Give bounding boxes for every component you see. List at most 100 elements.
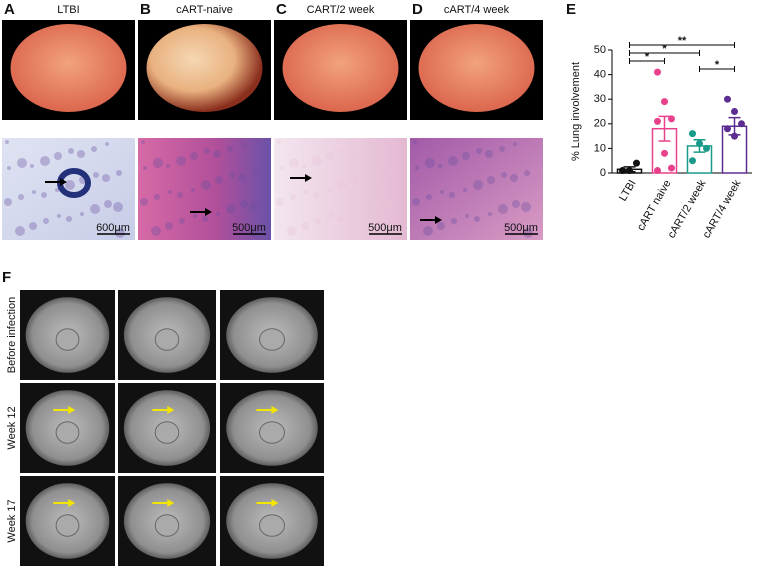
arrow-head bbox=[167, 406, 175, 414]
ct-heart bbox=[259, 421, 285, 444]
texture bbox=[227, 146, 233, 152]
texture bbox=[153, 158, 163, 168]
texture bbox=[277, 140, 281, 144]
panel-f: F Before infection Week 12 Week 17 bbox=[2, 269, 324, 566]
texture bbox=[165, 222, 173, 230]
texture bbox=[499, 146, 505, 152]
texture bbox=[65, 180, 75, 190]
significance-label: * bbox=[662, 43, 667, 55]
texture bbox=[412, 198, 420, 206]
ct-heart bbox=[154, 514, 180, 537]
texture bbox=[113, 202, 123, 212]
data-point bbox=[731, 108, 738, 115]
texture bbox=[423, 226, 433, 236]
texture bbox=[229, 172, 235, 178]
texture bbox=[413, 140, 417, 144]
texture bbox=[91, 146, 97, 152]
texture bbox=[77, 150, 85, 158]
texture bbox=[374, 174, 382, 182]
significance-bracket bbox=[629, 58, 665, 64]
lung-photo bbox=[10, 24, 127, 112]
texture bbox=[216, 212, 220, 216]
panel-title: CART/2 week bbox=[307, 4, 375, 16]
y-tick-label: 30 bbox=[594, 93, 606, 105]
error-bar bbox=[658, 115, 671, 142]
texture bbox=[18, 194, 24, 200]
texture bbox=[476, 148, 482, 154]
significance-label: ** bbox=[678, 35, 687, 47]
texture bbox=[327, 188, 331, 192]
texture bbox=[287, 226, 297, 236]
texture bbox=[415, 166, 419, 170]
arrow-head bbox=[271, 499, 279, 507]
texture bbox=[41, 192, 47, 198]
texture bbox=[302, 164, 306, 168]
texture bbox=[177, 192, 183, 198]
panels-a-d: A LTBI 600μm B cART-naive 500μm C CART/2 week 50… bbox=[2, 1, 543, 240]
texture bbox=[498, 204, 508, 214]
texture bbox=[116, 170, 122, 176]
data-point bbox=[689, 157, 696, 165]
arrow-head bbox=[305, 174, 312, 182]
texture bbox=[326, 152, 334, 160]
texture bbox=[32, 190, 36, 194]
data-point bbox=[626, 167, 633, 175]
texture bbox=[54, 152, 62, 160]
row-label: Before infection bbox=[6, 297, 18, 373]
significance-bracket bbox=[629, 50, 700, 56]
data-point bbox=[633, 159, 640, 167]
texture bbox=[93, 172, 99, 178]
ct-heart bbox=[259, 328, 285, 351]
texture bbox=[385, 202, 395, 212]
y-axis-label: % Lung involvement bbox=[570, 62, 582, 161]
panel-letter: F bbox=[2, 269, 11, 286]
data-point bbox=[654, 117, 661, 125]
texture bbox=[226, 204, 236, 214]
texture bbox=[55, 188, 59, 192]
data-point bbox=[689, 130, 696, 138]
texture bbox=[7, 166, 11, 170]
texture bbox=[202, 216, 208, 222]
ct-heart bbox=[154, 328, 180, 351]
texture bbox=[102, 174, 110, 182]
texture bbox=[304, 190, 308, 194]
panel-letter: E bbox=[566, 1, 576, 18]
texture bbox=[312, 156, 322, 166]
texture bbox=[377, 142, 381, 146]
arrow-head bbox=[271, 406, 279, 414]
texture bbox=[289, 158, 299, 168]
texture bbox=[5, 140, 9, 144]
texture bbox=[43, 218, 49, 224]
data-point bbox=[654, 68, 661, 76]
significance-bracket bbox=[629, 42, 735, 48]
x-tick-label: LTBI bbox=[617, 178, 639, 203]
panel-letter: B bbox=[140, 1, 151, 18]
texture bbox=[487, 176, 495, 184]
texture bbox=[365, 172, 371, 178]
texture bbox=[501, 172, 507, 178]
texture bbox=[17, 158, 27, 168]
texture bbox=[510, 174, 518, 182]
row-label: Week 12 bbox=[6, 406, 18, 449]
texture bbox=[513, 142, 517, 146]
histology bbox=[138, 138, 271, 240]
texture bbox=[176, 156, 186, 166]
texture bbox=[485, 150, 493, 158]
panel-title: LTBI bbox=[57, 4, 79, 16]
scale-label: 500μm bbox=[368, 222, 402, 234]
y-tick-label: 10 bbox=[594, 142, 606, 154]
data-point bbox=[696, 139, 703, 147]
texture bbox=[140, 198, 148, 206]
data-point bbox=[724, 95, 731, 103]
texture bbox=[426, 194, 432, 200]
texture bbox=[362, 204, 372, 214]
data-point bbox=[668, 115, 675, 123]
scale-label: 500μm bbox=[232, 222, 266, 234]
texture bbox=[438, 164, 442, 168]
texture bbox=[191, 188, 195, 192]
texture bbox=[376, 200, 384, 208]
texture bbox=[40, 156, 50, 166]
arrow-head bbox=[68, 406, 76, 414]
